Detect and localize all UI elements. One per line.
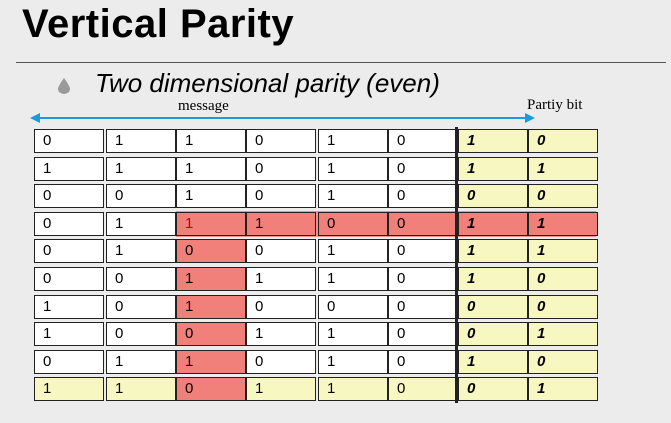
parity-cell: 1 xyxy=(528,211,598,236)
message-bit-cell: 1 xyxy=(176,349,246,374)
message-bit-cell: 1 xyxy=(318,156,388,181)
message-bit-cell: 0 xyxy=(388,211,458,236)
message-bit-cell: 0 xyxy=(34,239,104,264)
slide-title: Vertical Parity xyxy=(22,2,295,46)
message-label: message xyxy=(178,98,229,114)
message-bit-cell: 1 xyxy=(176,211,246,236)
message-bit-cell: 1 xyxy=(318,239,388,264)
bullet-text: Two dimensional parity (even) xyxy=(95,68,440,98)
message-bit-cell: 0 xyxy=(246,156,316,181)
message-bit-cell: 1 xyxy=(176,156,246,181)
message-bit-cell: 1 xyxy=(318,377,388,402)
parity-cell: 1 xyxy=(528,322,598,347)
message-bit-cell: 0 xyxy=(246,349,316,374)
message-bit-cell: 0 xyxy=(318,294,388,319)
message-bit-cell: 0 xyxy=(388,377,458,402)
title-divider xyxy=(16,62,666,63)
message-bit-cell: 1 xyxy=(34,377,104,402)
message-bit-cell: 0 xyxy=(388,156,458,181)
parity-cell: 1 xyxy=(528,239,598,264)
message-bit-cell: 1 xyxy=(246,377,316,402)
message-bit-cell: 1 xyxy=(318,184,388,209)
message-bit-cell: 1 xyxy=(246,211,316,236)
message-bit-cell: 0 xyxy=(106,184,176,209)
message-bit-cell: 1 xyxy=(176,129,246,153)
message-bit-cell: 0 xyxy=(106,322,176,347)
message-bit-cell: 1 xyxy=(176,294,246,319)
parity-cell: 1 xyxy=(528,156,598,181)
message-bit-cell: 0 xyxy=(388,184,458,209)
message-bit-cell: 0 xyxy=(388,349,458,374)
parity-cell: 0 xyxy=(528,184,598,209)
message-bit-cell: 0 xyxy=(388,322,458,347)
message-bit-cell: 1 xyxy=(106,377,176,402)
message-bit-cell: 0 xyxy=(246,239,316,264)
message-bit-cell: 1 xyxy=(318,349,388,374)
parity-cell: 0 xyxy=(458,184,528,209)
message-bit-cell: 1 xyxy=(176,267,246,291)
message-bit-cell: 1 xyxy=(34,294,104,319)
message-bit-cell: 1 xyxy=(318,267,388,291)
parity-cell: 1 xyxy=(458,129,528,153)
message-bit-cell: 0 xyxy=(34,267,104,291)
message-bit-cell: 1 xyxy=(106,156,176,181)
parity-bit-label: Partiy bit xyxy=(527,97,583,113)
message-bit-cell: 0 xyxy=(246,294,316,319)
message-bit-cell: 1 xyxy=(34,156,104,181)
message-bit-cell: 0 xyxy=(246,129,316,153)
message-bit-cell: 0 xyxy=(318,211,388,236)
parity-cell: 1 xyxy=(528,377,598,402)
message-bit-cell: 0 xyxy=(34,349,104,374)
parity-cell: 1 xyxy=(458,156,528,181)
parity-cell: 0 xyxy=(528,294,598,319)
parity-cell: 1 xyxy=(458,211,528,236)
parity-cell: 1 xyxy=(458,349,528,374)
message-bit-cell: 0 xyxy=(34,211,104,236)
message-bit-cell: 0 xyxy=(176,239,246,264)
parity-cell: 0 xyxy=(528,349,598,374)
message-bit-cell: 0 xyxy=(388,239,458,264)
message-bit-cell: 1 xyxy=(34,322,104,347)
message-bit-cell: 1 xyxy=(106,211,176,236)
parity-cell: 0 xyxy=(458,322,528,347)
message-bit-cell: 1 xyxy=(318,129,388,153)
message-bit-cell: 1 xyxy=(176,184,246,209)
droplet-bullet-icon xyxy=(58,78,70,94)
message-bit-cell: 0 xyxy=(388,129,458,153)
double-arrow-icon xyxy=(30,113,535,123)
message-bit-cell: 1 xyxy=(106,349,176,374)
message-bit-cell: 0 xyxy=(34,184,104,209)
parity-cell: 1 xyxy=(458,267,528,291)
parity-cell: 0 xyxy=(528,129,598,153)
message-bit-cell: 0 xyxy=(106,294,176,319)
message-bit-cell: 1 xyxy=(106,129,176,153)
message-bit-cell: 0 xyxy=(34,129,104,153)
message-bit-cell: 1 xyxy=(246,267,316,291)
message-bit-cell: 1 xyxy=(246,322,316,347)
message-bit-cell: 1 xyxy=(318,322,388,347)
message-bit-cell: 0 xyxy=(246,184,316,209)
message-bit-cell: 0 xyxy=(176,322,246,347)
parity-cell: 0 xyxy=(458,377,528,402)
message-bit-cell: 0 xyxy=(388,267,458,291)
message-bit-cell: 1 xyxy=(106,239,176,264)
message-bit-cell: 0 xyxy=(176,377,246,402)
parity-separator xyxy=(455,127,458,403)
message-bit-cell: 0 xyxy=(106,267,176,291)
message-bit-cell: 0 xyxy=(388,294,458,319)
parity-cell: 0 xyxy=(528,267,598,291)
parity-cell: 1 xyxy=(458,239,528,264)
parity-cell: 0 xyxy=(458,294,528,319)
